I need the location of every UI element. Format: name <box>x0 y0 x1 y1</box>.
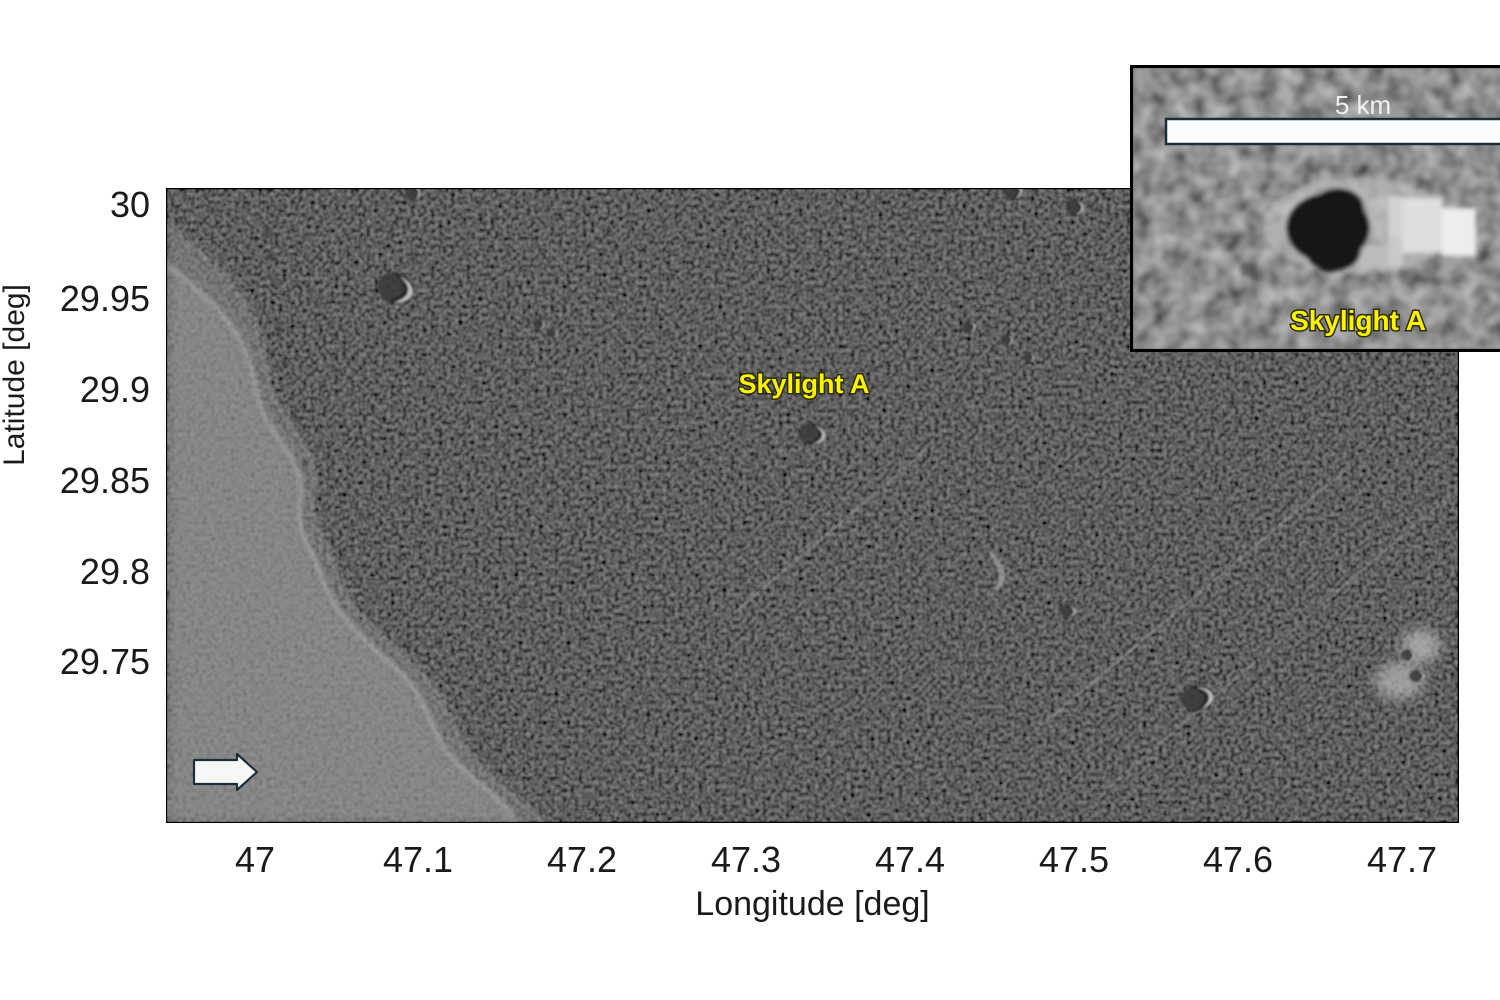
svg-text:Skylight A: Skylight A <box>1290 305 1426 336</box>
svg-text:5 km: 5 km <box>1335 90 1391 120</box>
svg-text:Skylight A: Skylight A <box>738 369 869 399</box>
